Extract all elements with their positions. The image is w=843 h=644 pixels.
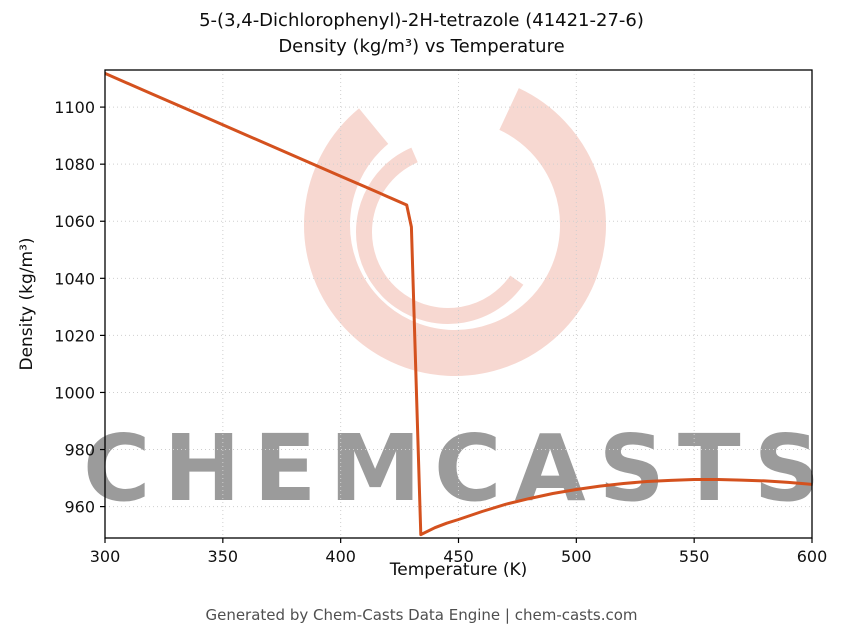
watermark-text: CHEMCASTS <box>83 415 833 522</box>
y-tick-label: 980 <box>64 441 95 460</box>
y-tick-label: 1100 <box>54 98 95 117</box>
x-tick-label: 500 <box>561 547 592 566</box>
x-tick-label: 300 <box>90 547 121 566</box>
watermark-ring-icon <box>304 74 606 376</box>
x-tick-label: 600 <box>797 547 828 566</box>
chart-subtitle: Density (kg/m³) vs Temperature <box>278 36 565 57</box>
chart-title: 5-(3,4-Dichlorophenyl)-2H-tetrazole (414… <box>199 10 644 31</box>
y-axis-label: Density (kg/m³) <box>17 237 37 371</box>
watermark-swirl-icon <box>356 140 540 324</box>
x-tick-label: 450 <box>443 547 474 566</box>
y-tick-label: 1040 <box>54 269 95 288</box>
y-tick-label: 1060 <box>54 212 95 231</box>
axis-ticks <box>100 106 813 543</box>
x-tick-label: 550 <box>679 547 710 566</box>
y-tick-label: 1000 <box>54 383 95 402</box>
x-axis-label: Temperature (K) <box>389 560 528 580</box>
y-tick-label: 1020 <box>54 326 95 345</box>
density-line-series <box>105 71 812 537</box>
footer-caption: Generated by Chem-Casts Data Engine | ch… <box>205 606 638 624</box>
watermark: CHEMCASTS <box>83 74 833 522</box>
x-tick-label: 350 <box>208 547 239 566</box>
y-tick-label: 960 <box>64 498 95 517</box>
x-tick-label: 400 <box>325 547 356 566</box>
y-tick-label: 1080 <box>54 155 95 174</box>
